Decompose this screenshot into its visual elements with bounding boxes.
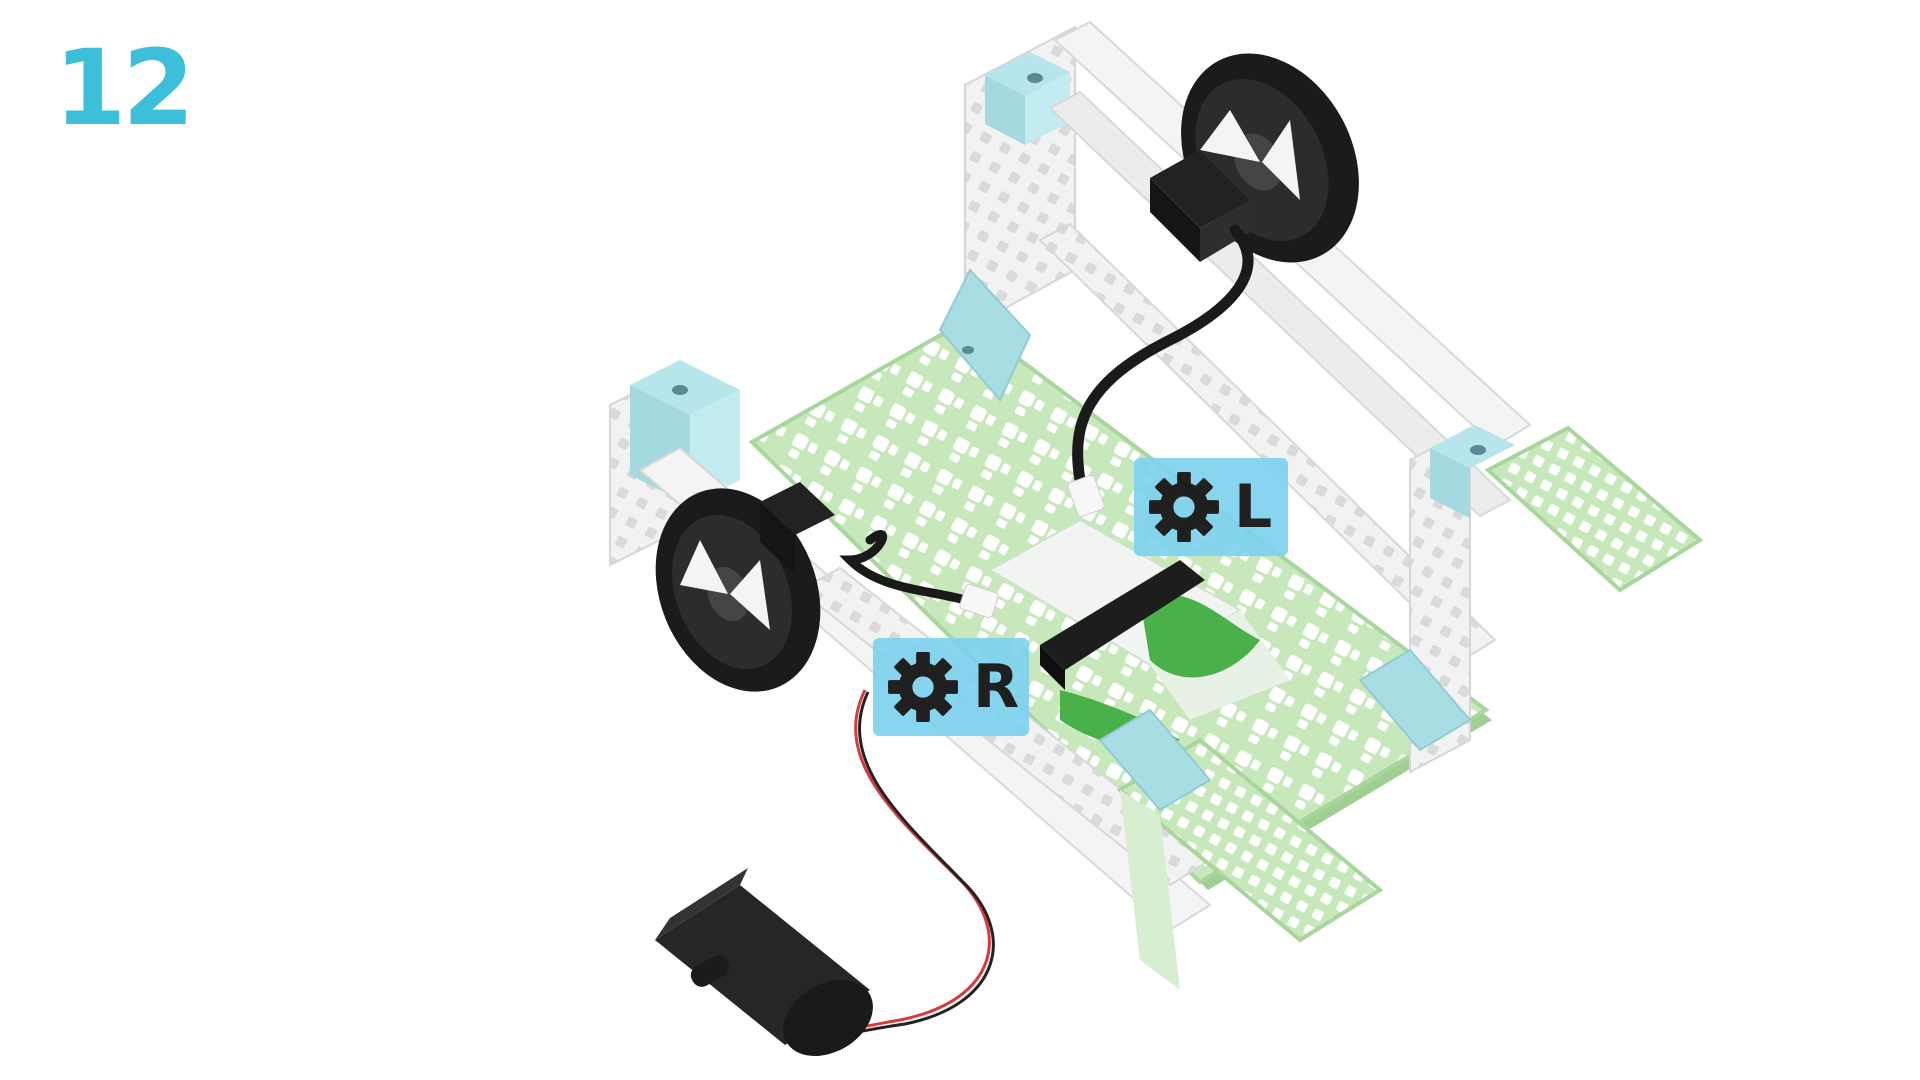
loose-motor: [655, 868, 873, 1056]
front-motor: [760, 482, 835, 575]
battery-wire: [829, 689, 991, 1034]
step-number: 12: [54, 27, 195, 149]
port-badge-l: L: [1134, 458, 1288, 556]
front-side-grid-panel: [1098, 708, 1384, 990]
rear-motor: [1150, 150, 1250, 262]
port-label-l: L: [1234, 472, 1273, 542]
cable-connector-l: [1067, 474, 1105, 518]
rear-motor-cable: [1072, 224, 1254, 486]
right-frame: [1358, 425, 1704, 774]
port-label-r: R: [973, 652, 1020, 722]
port-badge-r: R: [873, 638, 1029, 736]
gear-icon: [888, 652, 958, 722]
gear-icon: [1149, 472, 1219, 542]
front-motor-cable: [839, 530, 970, 605]
cable-connector-r: [959, 583, 999, 619]
